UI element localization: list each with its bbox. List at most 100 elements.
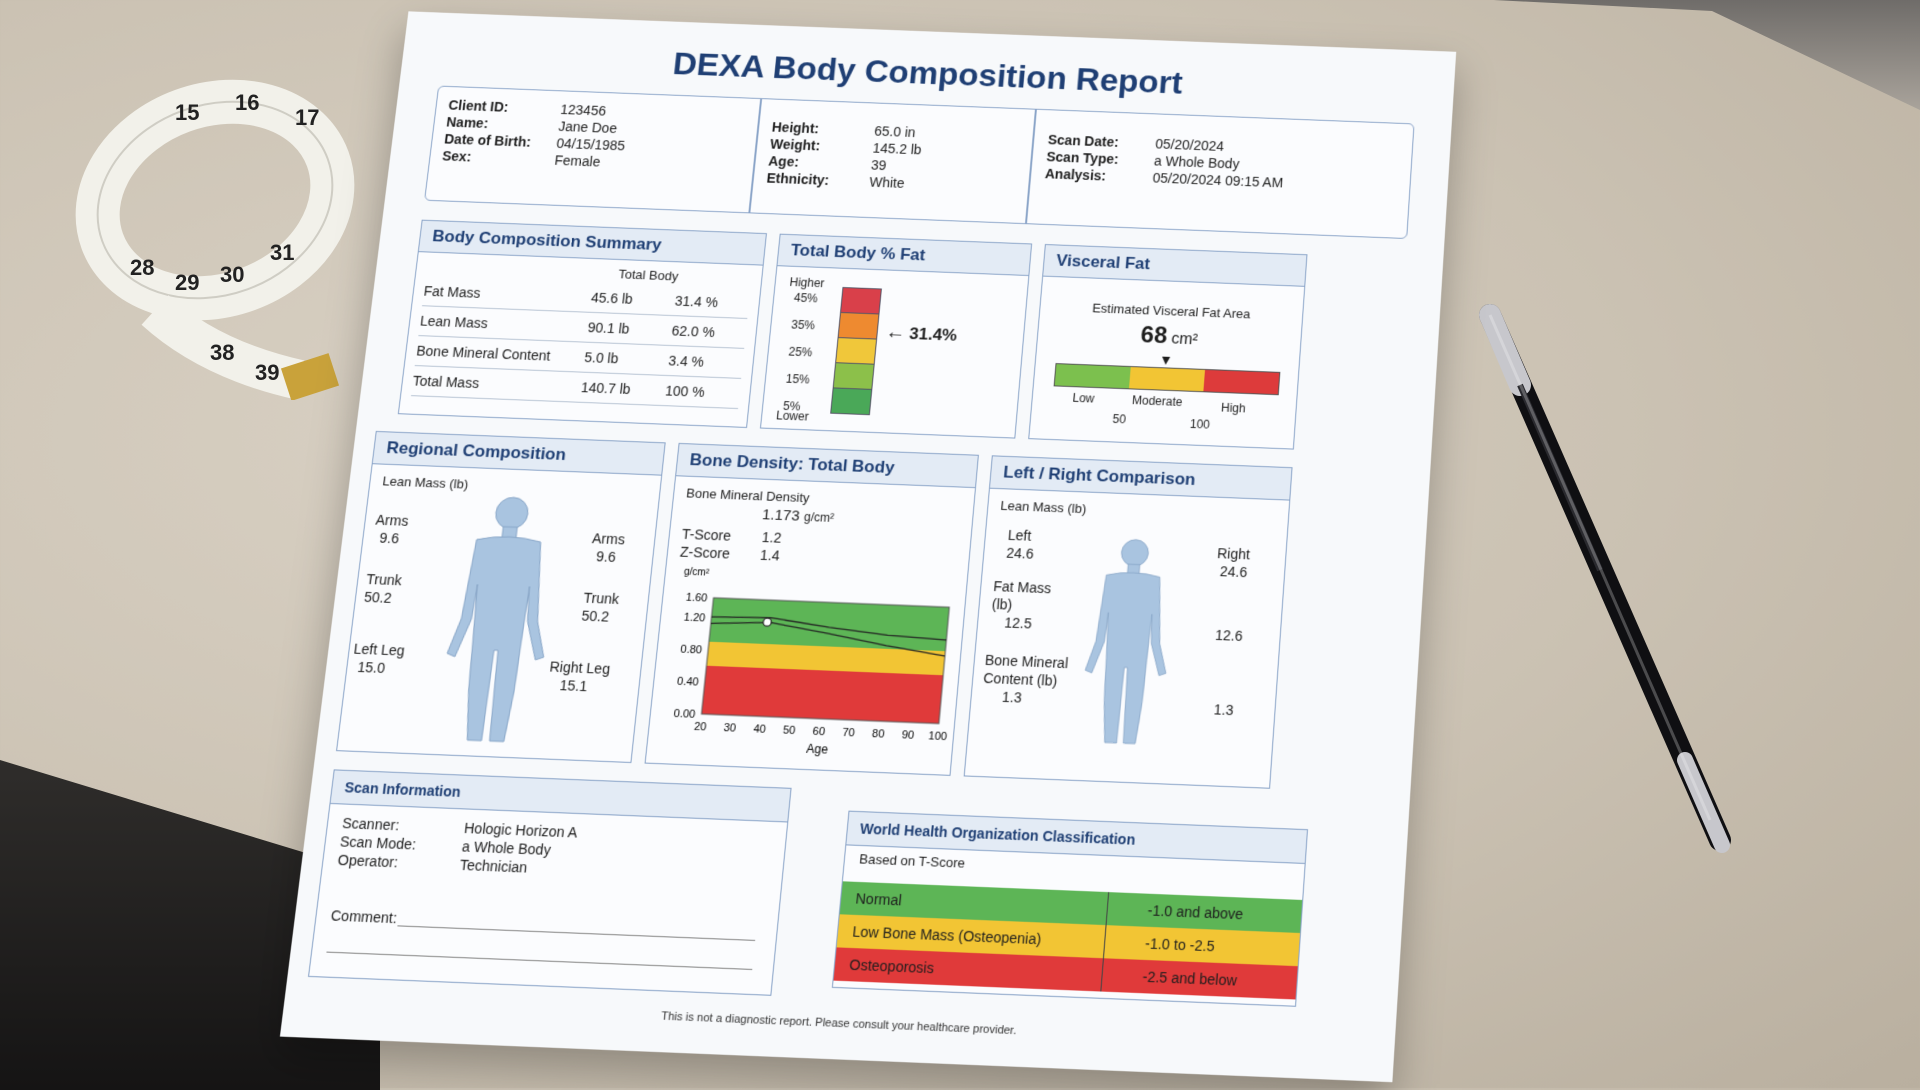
who-subtitle: Based on T-Score bbox=[859, 851, 966, 871]
client-id: 123456 bbox=[560, 102, 607, 119]
visceral-panel: Visceral Fat Estimated Visceral Fat Area… bbox=[1028, 244, 1307, 450]
scan-date: 05/20/2024 bbox=[1155, 136, 1225, 154]
who-panel: World Health Organization Classification… bbox=[832, 811, 1308, 1007]
regional-title: Regional Composition bbox=[373, 432, 665, 476]
summary-title: Body Composition Summary bbox=[419, 221, 766, 266]
summary-column-header: Total Body bbox=[618, 267, 679, 284]
tape-number: 29 bbox=[175, 270, 199, 295]
bmd-y-tick-label: 0.00 bbox=[673, 708, 696, 721]
right-leg-value: 15.1 bbox=[547, 676, 609, 697]
fat-value: 31.4% bbox=[908, 324, 957, 345]
summary-panel: Body Composition Summary Total Body Fat … bbox=[398, 220, 767, 428]
client-height: 65.0 in bbox=[874, 123, 916, 140]
right-trunk-label: Trunk bbox=[583, 589, 620, 608]
client-age: 39 bbox=[870, 157, 887, 173]
scan-info-title: Scan Information bbox=[330, 770, 790, 822]
tape-number: 16 bbox=[235, 90, 259, 115]
fat-scale-segment bbox=[830, 387, 872, 415]
right-arms-label: Arms bbox=[591, 529, 626, 548]
summary-table: Fat Mass 45.6 lb 31.4 % Lean Mass 90.1 lb 62.… bbox=[411, 276, 750, 409]
body-fat-title: Total Body % Fat bbox=[777, 235, 1031, 276]
summary-row-label: Bone Mineral Content bbox=[415, 336, 552, 370]
zscore-value: 1.4 bbox=[759, 547, 780, 564]
visceral-high-label: High bbox=[1221, 401, 1247, 416]
who-divider bbox=[1106, 892, 1110, 925]
visceral-tick-100: 100 bbox=[1189, 417, 1210, 431]
summary-row-value: 140.7 lb bbox=[579, 373, 632, 404]
bone-density-panel: Bone Density: Total Body Bone Mineral De… bbox=[645, 443, 979, 776]
ethnicity-label: Ethnicity: bbox=[766, 169, 870, 190]
body-silhouette-icon bbox=[1068, 519, 1188, 763]
zscore-label: Z-Score bbox=[679, 543, 761, 564]
summary-row-value: 90.1 lb bbox=[586, 313, 631, 344]
bmd-y-unit: g/cm² bbox=[683, 567, 710, 579]
left-arms-value: 9.6 bbox=[372, 529, 407, 548]
visceral-marker-icon: ▼ bbox=[1159, 352, 1174, 368]
body-silhouette-icon bbox=[424, 489, 574, 748]
tape-number: 31 bbox=[270, 240, 294, 265]
comment-line bbox=[326, 952, 752, 970]
bmd-chart: 0.000.400.801.201.6020 30 40 50 60 70 80 90 100g… bbox=[646, 562, 967, 770]
visceral-moderate-segment bbox=[1129, 367, 1205, 391]
analysis-time: 05/20/2024 09:15 AM bbox=[1152, 170, 1284, 190]
left-leg-value: 15.0 bbox=[350, 658, 403, 678]
visceral-value: 68 bbox=[1140, 322, 1168, 349]
fat-tick-label: 15% bbox=[785, 372, 810, 387]
right-trunk-value: 50.2 bbox=[581, 607, 618, 626]
bmd-band-osteoporosis bbox=[702, 666, 944, 724]
client-info-panel: Client ID: 123456 Name: Jane Doe Date of B… bbox=[424, 86, 1414, 239]
fat-tick-label: 45% bbox=[793, 291, 818, 305]
fat-arrow-icon: ← bbox=[885, 322, 907, 345]
comment-label: Comment: bbox=[330, 906, 398, 927]
bmd-x-tick-label: 90 bbox=[901, 729, 914, 742]
tape-number: 30 bbox=[220, 262, 244, 287]
lean-right-value: 24.6 bbox=[1215, 562, 1249, 581]
summary-row-pct: 62.0 % bbox=[670, 316, 716, 347]
left-arms-label: Arms bbox=[375, 511, 410, 530]
analysis-label: Analysis: bbox=[1044, 165, 1153, 186]
fat-scale-segment bbox=[835, 337, 877, 365]
lr-panel: Left / Right Comparison Lean Mass (lb) L… bbox=[964, 455, 1293, 788]
bmd-patient-point bbox=[763, 618, 772, 626]
lean-left-value: 24.6 bbox=[1006, 544, 1035, 563]
bmd-label: Bone Mineral Density bbox=[686, 486, 811, 506]
summary-row-value: 5.0 lb bbox=[583, 343, 620, 373]
lr-lean-label: Lean Mass (lb) bbox=[1000, 498, 1087, 516]
visceral-low-label: Low bbox=[1072, 391, 1095, 405]
pen bbox=[1460, 300, 1760, 860]
right-arms-value: 9.6 bbox=[589, 547, 624, 566]
who-class-label: Osteoporosis bbox=[848, 948, 936, 985]
client-weight: 145.2 lb bbox=[872, 140, 922, 157]
summary-row-label: Fat Mass bbox=[422, 276, 482, 307]
bmc-right-value: 1.3 bbox=[1213, 700, 1234, 719]
visceral-moderate-label: Moderate bbox=[1132, 393, 1183, 409]
bone-title: Bone Density: Total Body bbox=[676, 444, 978, 488]
bmd-x-tick-label: 30 bbox=[723, 722, 737, 735]
right-leg-label: Right Leg bbox=[549, 657, 611, 677]
client-sex: Female bbox=[554, 152, 601, 169]
tape-number: 38 bbox=[210, 340, 234, 365]
client-dob: 04/15/1985 bbox=[556, 136, 626, 154]
fat-left-value: 12.5 bbox=[990, 613, 1072, 634]
bmd-x-tick-label: 20 bbox=[693, 721, 707, 734]
body-fat-panel: Total Body % Fat Higher Lower 45% 35% 25% 1… bbox=[760, 234, 1032, 439]
tape-number: 15 bbox=[175, 100, 199, 125]
bmd-x-tick-label: 50 bbox=[782, 724, 796, 737]
summary-row-label: Total Mass bbox=[411, 366, 481, 398]
summary-row-value: 45.6 lb bbox=[590, 283, 635, 313]
report-paper: DEXA Body Composition Report Client ID: 1… bbox=[280, 11, 1456, 1082]
lr-right-label: Right bbox=[1217, 544, 1251, 563]
tape-number: 39 bbox=[255, 360, 279, 385]
fat-tick-label: 25% bbox=[788, 345, 813, 359]
visceral-low-segment bbox=[1055, 364, 1131, 388]
client-ethnicity: White bbox=[869, 174, 905, 191]
visceral-scale bbox=[1054, 363, 1281, 395]
tape-measure: 15 16 17 28 29 30 31 38 39 bbox=[60, 60, 380, 400]
sex-label: Sex: bbox=[441, 147, 555, 168]
comment-line bbox=[397, 925, 755, 941]
who-class-range: -1.0 and above bbox=[1146, 894, 1244, 931]
bmd-x-tick-label: 60 bbox=[812, 725, 826, 738]
summary-row-pct: 31.4 % bbox=[673, 286, 719, 317]
scan-info-panel: Scan Information Scanner: Hologic Horizon… bbox=[308, 769, 792, 995]
tscore-value: 1.2 bbox=[761, 529, 782, 546]
